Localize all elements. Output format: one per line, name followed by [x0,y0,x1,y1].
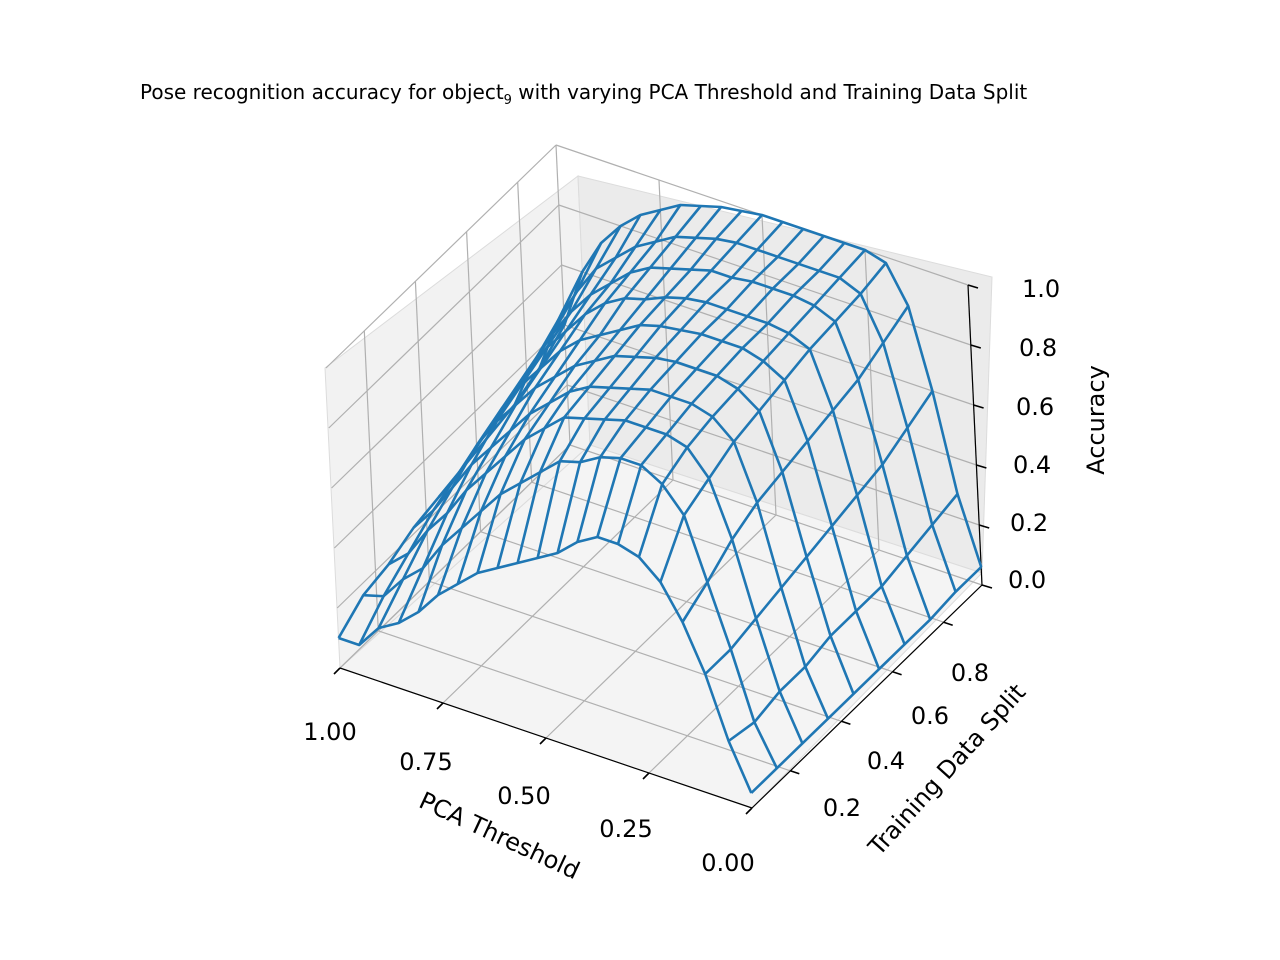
left-grid-z [333,324,565,549]
back-grid-z [561,264,974,406]
y-tick-label: 0.2 [823,794,861,822]
z-tick [973,404,984,409]
x-tick [436,702,444,710]
wireframe-column [727,493,959,743]
wireframe-column [436,209,662,596]
wireframe-surface [337,203,983,794]
wireframe-column [397,225,622,624]
wireframe-column [681,305,910,623]
chart-title: Pose recognition accuracy for object9 wi… [140,80,1027,108]
z-tick [967,284,979,289]
y-tick [943,621,953,626]
wireframe-column [496,206,723,569]
z-tick-label: 0.0 [1008,566,1046,594]
z-tick-label: 0.6 [1016,393,1054,421]
z-tick-label: 0.4 [1013,451,1051,479]
y-tick [841,720,851,726]
x-tick [745,807,753,815]
wireframe-column [516,210,743,564]
x-tick-label: 0.00 [701,849,754,877]
z-tick-label: 0.2 [1010,509,1048,537]
x-tick [539,737,547,745]
wireframe-column [616,242,846,545]
wireframe-column [576,228,805,543]
wireframe-column [417,214,642,613]
wireframe-column [659,262,887,583]
left-grid-z [331,264,563,489]
z-tick [976,464,987,469]
left-grid-z [339,444,571,669]
z-tick [978,524,990,529]
back-grid-x [864,249,880,551]
z-axis-line [967,284,983,586]
wireframe-column [377,242,603,629]
left-grid-z [336,384,568,609]
y-tick-label: 0.6 [911,702,949,730]
back-grid-z [564,324,977,466]
x-tick-label: 0.75 [399,748,452,776]
left-grid-y [466,231,482,532]
z-tick [981,584,993,589]
z-tick-label: 0.8 [1019,334,1057,362]
y-tick-label: 0.4 [867,747,905,775]
x-tick-label: 0.25 [599,815,652,843]
left-grid-z [328,204,560,429]
x-tick-label: 0.50 [497,782,550,810]
wireframe-column [556,221,784,554]
wireframe-column [456,204,682,585]
wireframe-column [536,214,763,559]
y-tick [790,770,800,775]
floor-grid-y [531,481,944,623]
x-tick [333,667,341,675]
back-grid-z [558,204,971,346]
axes [333,284,993,815]
wireframe-column [704,390,934,675]
wireframe-column [637,249,866,558]
wireframe-column [596,235,825,538]
wireframe-column [476,205,702,574]
z-axis-label: Accuracy [1082,365,1110,475]
y-tick [892,670,902,676]
floor-grid-y [378,630,791,772]
wireframe-column [750,566,983,794]
z-tick-label: 1.0 [1022,275,1060,303]
x-tick-label: 1.00 [303,718,356,746]
back-grid-z [569,444,983,586]
z-tick [970,344,982,349]
x-tick [642,772,650,780]
left-grid-z [325,144,557,369]
y-tick-label: 0.8 [951,659,989,687]
